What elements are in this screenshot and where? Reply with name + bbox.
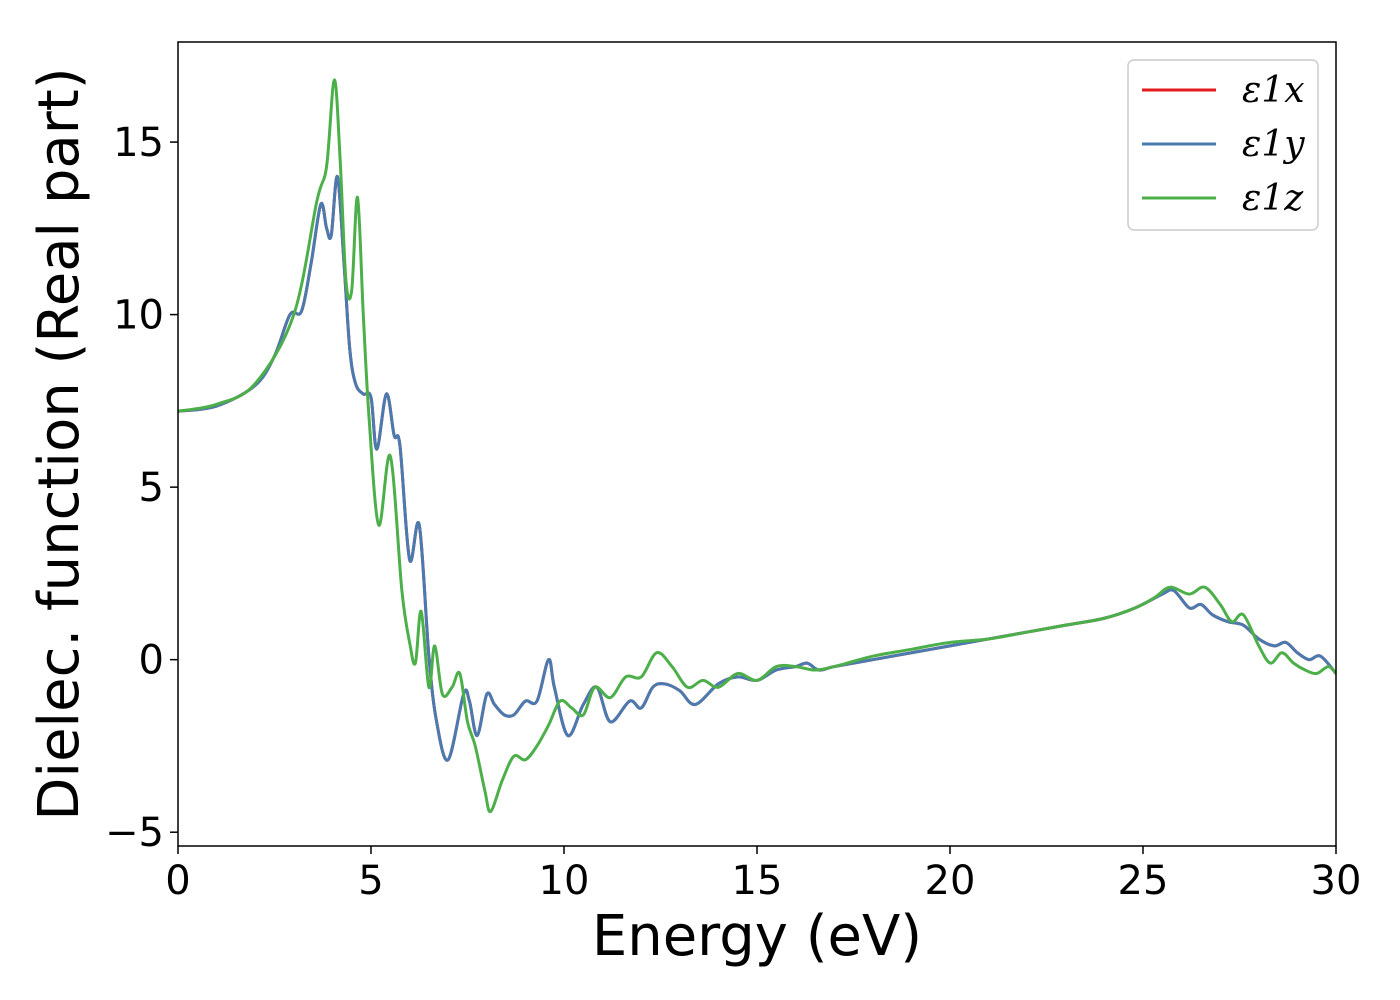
legend-label-2: ε1y	[1242, 124, 1305, 165]
series-line-2	[178, 175, 1336, 762]
legend-label-3: ε1z	[1242, 178, 1304, 219]
series-line-1	[178, 175, 1336, 762]
x-tick-label: 5	[358, 858, 383, 904]
x-tick-label: 10	[539, 858, 590, 904]
legend-items: ε1x ε1y ε1z	[1142, 70, 1305, 219]
x-axis-title: Energy (eV)	[592, 904, 922, 969]
legend: ε1x ε1y ε1z	[1127, 59, 1319, 231]
y-tick-label: 15	[113, 120, 164, 166]
x-tick-label: 15	[732, 858, 783, 904]
x-ticks: 0 5 10 15 20 25 30	[165, 846, 1361, 904]
series-layer	[178, 78, 1336, 814]
x-tick-label: 0	[165, 858, 190, 904]
legend-box	[1127, 59, 1319, 231]
x-tick-label: 30	[1311, 858, 1362, 904]
x-tick-label: 25	[1118, 858, 1169, 904]
y-tick-label: 5	[139, 465, 164, 511]
y-axis-title: Dielec. function (Real part)	[27, 67, 92, 820]
y-ticks: −5 0 5 10 15	[105, 120, 178, 856]
y-tick-label: 0	[139, 638, 164, 684]
y-tick-label: −5	[105, 810, 164, 856]
y-tick-label: 10	[113, 293, 164, 339]
series-line-3	[178, 78, 1336, 814]
legend-label-1: ε1x	[1242, 70, 1305, 111]
x-tick-label: 20	[925, 858, 976, 904]
